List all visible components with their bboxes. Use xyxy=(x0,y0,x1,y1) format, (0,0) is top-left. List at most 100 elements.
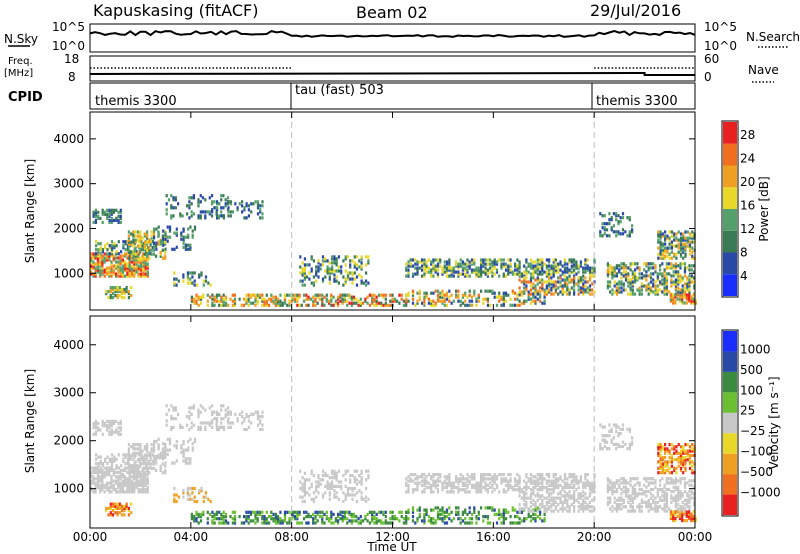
power-cell xyxy=(610,218,613,222)
power-cell xyxy=(570,270,573,274)
power-cell xyxy=(197,200,200,204)
velocity-cell xyxy=(500,521,503,525)
velocity-cell xyxy=(272,512,275,516)
velocity-cell xyxy=(126,470,129,474)
power-cell xyxy=(208,196,211,200)
velocity-cell xyxy=(584,475,587,479)
velocity-cell xyxy=(94,470,97,474)
velocity-cell xyxy=(110,479,113,483)
power-cell xyxy=(613,290,616,294)
power-cell xyxy=(550,282,553,286)
velocity-cell xyxy=(686,494,689,498)
power-cell xyxy=(279,301,282,305)
power-cell xyxy=(335,263,338,267)
power-cell xyxy=(638,268,641,272)
velocity-cell xyxy=(226,419,230,423)
power-cell xyxy=(575,262,578,266)
power-cell xyxy=(629,286,632,290)
velocity-cell xyxy=(432,473,435,477)
power-cell xyxy=(259,204,262,208)
power-cell xyxy=(627,284,630,288)
power-cell xyxy=(175,277,178,281)
power-cell xyxy=(666,236,669,240)
velocity-cell xyxy=(99,459,102,463)
power-cell xyxy=(617,214,620,218)
velocity-cell xyxy=(670,447,673,451)
velocity-cell xyxy=(126,488,129,492)
velocity-cell xyxy=(659,447,662,451)
velocity-cell xyxy=(550,498,553,502)
velocity-cell xyxy=(175,499,178,504)
power-cell xyxy=(317,269,320,273)
velocity-cell xyxy=(539,510,542,514)
velocity-cell xyxy=(620,498,623,502)
velocity-cell xyxy=(563,498,567,502)
power-cell xyxy=(608,218,611,222)
power-cell xyxy=(464,303,467,307)
velocity-cell xyxy=(606,479,609,483)
velocity-cell xyxy=(665,492,668,496)
power-cell xyxy=(541,288,544,292)
power-cell xyxy=(495,270,499,274)
velocity-cell xyxy=(615,509,618,513)
velocity-cell xyxy=(333,476,336,480)
power-cell xyxy=(425,293,428,297)
velocity-cell xyxy=(303,491,306,495)
velocity-cell xyxy=(681,512,684,516)
power-cell xyxy=(601,226,604,230)
velocity-cell xyxy=(629,483,632,487)
velocity-cell xyxy=(99,485,102,490)
velocity-cell xyxy=(92,432,95,436)
beam-label: Beam 02 xyxy=(356,3,428,22)
power-cell xyxy=(367,281,370,285)
power-cell xyxy=(552,260,555,264)
velocity-cell xyxy=(152,445,155,449)
velocity-cell xyxy=(690,490,693,494)
velocity-cell xyxy=(254,515,257,519)
power-cell xyxy=(139,258,143,262)
velocity-cell xyxy=(545,481,548,485)
power-cell xyxy=(170,214,173,218)
velocity-cell xyxy=(670,496,673,500)
velocity-cell xyxy=(326,480,329,484)
power-cell xyxy=(360,261,363,265)
power-colorbar-tick: 8 xyxy=(740,246,748,260)
velocity-cell xyxy=(677,443,680,447)
power-cell xyxy=(477,270,480,274)
power-cell xyxy=(631,280,634,284)
power-cell xyxy=(164,242,167,246)
velocity-cell xyxy=(455,512,458,516)
power-cell xyxy=(353,271,356,275)
velocity-cell xyxy=(133,481,136,485)
power-cell xyxy=(659,272,662,276)
velocity-cell xyxy=(498,490,501,494)
velocity-cell xyxy=(606,477,609,481)
velocity-cell xyxy=(629,505,632,509)
power-cell xyxy=(480,262,483,266)
velocity-cell xyxy=(198,489,201,493)
velocity-cell xyxy=(318,515,322,519)
velocity-cell xyxy=(430,490,433,494)
velocity-cell xyxy=(243,521,246,525)
power-cell xyxy=(97,216,100,220)
velocity-cell xyxy=(261,510,264,514)
velocity-cell xyxy=(507,479,510,483)
power-cell xyxy=(692,301,695,305)
power-cell xyxy=(92,210,95,214)
power-cell xyxy=(570,260,573,264)
velocity-cell xyxy=(315,489,318,493)
velocity-cell xyxy=(360,491,363,495)
power-cell xyxy=(92,272,95,276)
power-cell xyxy=(477,299,480,303)
power-cell xyxy=(518,290,521,294)
velocity-cell xyxy=(143,466,146,470)
power-cell xyxy=(137,256,140,260)
velocity-cell xyxy=(103,473,106,477)
power-cell xyxy=(464,266,467,270)
velocity-cell xyxy=(152,462,155,466)
velocity-cell xyxy=(514,488,517,492)
velocity-cell xyxy=(679,507,682,511)
velocity-cell xyxy=(468,481,471,485)
power-cell xyxy=(224,198,227,202)
